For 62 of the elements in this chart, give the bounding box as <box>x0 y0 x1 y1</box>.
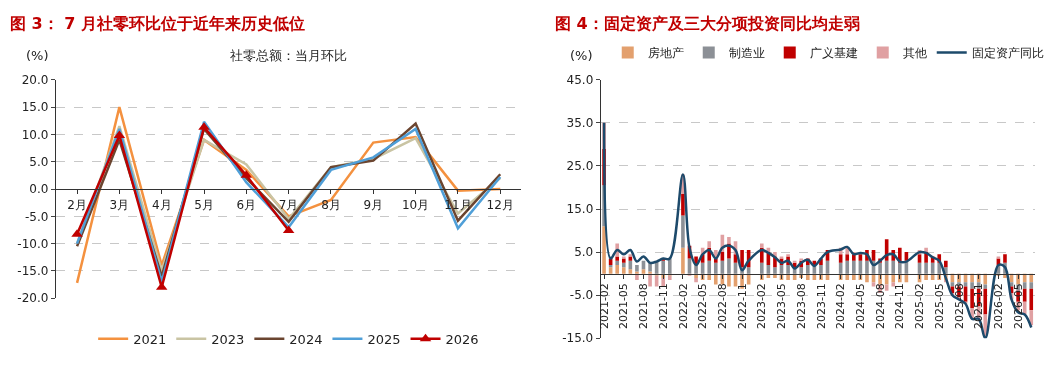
legend-label: 其他 <box>902 46 927 61</box>
chart-title: 图 3： 7 月社零环比位于近年来历史低位 <box>10 14 305 33</box>
x-tick-label: 2021-02 <box>597 283 611 330</box>
y-tick-label: -5.0 <box>24 209 49 224</box>
x-tick-label: 2024-05 <box>853 283 867 330</box>
legend-label: 2024 <box>289 331 323 347</box>
x-tick-label: 2024-11 <box>893 283 907 330</box>
x-tick-label: 2023-05 <box>775 283 789 330</box>
x-tick-label: 3月 <box>109 197 130 212</box>
x-tick-label: 7月 <box>278 197 299 212</box>
x-tick-label: 2026-05 <box>1011 283 1025 330</box>
x-tick-label: 2024-02 <box>834 283 848 330</box>
legend-label: 2021 <box>133 331 167 347</box>
legend-label: 2026 <box>445 331 479 347</box>
legend-label: 房地产 <box>647 46 684 61</box>
y-tick-label: -15.0 <box>562 331 594 346</box>
y-tick-label: 25.0 <box>566 159 594 174</box>
x-tick-label: 10月 <box>401 197 430 212</box>
x-tick-label: 2025-08 <box>952 283 966 330</box>
y-tick-label: 10.0 <box>21 127 49 142</box>
y-tick-label: 5.0 <box>29 154 49 169</box>
x-tick-label: 4月 <box>151 197 172 212</box>
legend-label: 广义基建 <box>809 46 858 61</box>
chart-subtitle: 社零总额：当月环比 <box>230 48 347 63</box>
y-axis-title: (%) <box>570 48 593 63</box>
y-tick-label: 15.0 <box>566 202 594 217</box>
x-tick-label: 2023-11 <box>814 283 828 330</box>
chart-title: 图 4：固定资产及三大分项投资同比均走弱 <box>555 14 860 33</box>
legend-label: 固定资产同比 <box>971 46 1044 61</box>
y-tick-label: 20.0 <box>21 73 49 87</box>
x-tick-label: 2022-02 <box>676 283 690 330</box>
x-tick-label: 2022-05 <box>696 283 710 330</box>
y-tick-label: -20.0 <box>17 291 49 306</box>
x-tick-label: 2月 <box>67 197 87 212</box>
x-tick-label: 9月 <box>363 197 384 212</box>
y-tick-label: 0.0 <box>29 182 49 197</box>
x-tick-label: 2022-08 <box>715 283 729 330</box>
x-tick-label: 2025-11 <box>972 283 986 330</box>
y-tick-label: -10.0 <box>17 236 49 251</box>
x-tick-label: 2021-08 <box>637 283 651 330</box>
legend-label: 2023 <box>211 331 245 347</box>
x-tick-label: 2023-02 <box>755 283 769 330</box>
y-axis-title: (%) <box>26 48 49 63</box>
x-tick-label: 2026-02 <box>991 283 1005 330</box>
x-tick-label: 2025-05 <box>932 283 946 330</box>
x-tick-label: 2024-08 <box>873 283 887 330</box>
y-tick-label: -15.0 <box>17 264 49 279</box>
y-tick-label: 45.0 <box>566 73 594 87</box>
legend-label: 制造业 <box>728 46 765 61</box>
x-tick-label: 2021-05 <box>617 283 631 330</box>
y-tick-label: 15.0 <box>21 100 49 115</box>
x-tick-label: 6月 <box>236 197 257 212</box>
x-tick-label: 2023-08 <box>794 283 808 330</box>
x-tick-label: 12月 <box>486 197 514 212</box>
x-tick-label: 2025-02 <box>913 283 927 330</box>
y-tick-label: 5.0 <box>574 245 594 260</box>
y-tick-label: 35.0 <box>566 116 594 131</box>
x-tick-label: 2021-11 <box>656 283 670 330</box>
legend-label: 2025 <box>367 331 401 347</box>
x-tick-label: 5月 <box>194 197 214 212</box>
y-tick-label: -5.0 <box>569 288 594 303</box>
x-tick-label: 2022-11 <box>735 283 749 330</box>
